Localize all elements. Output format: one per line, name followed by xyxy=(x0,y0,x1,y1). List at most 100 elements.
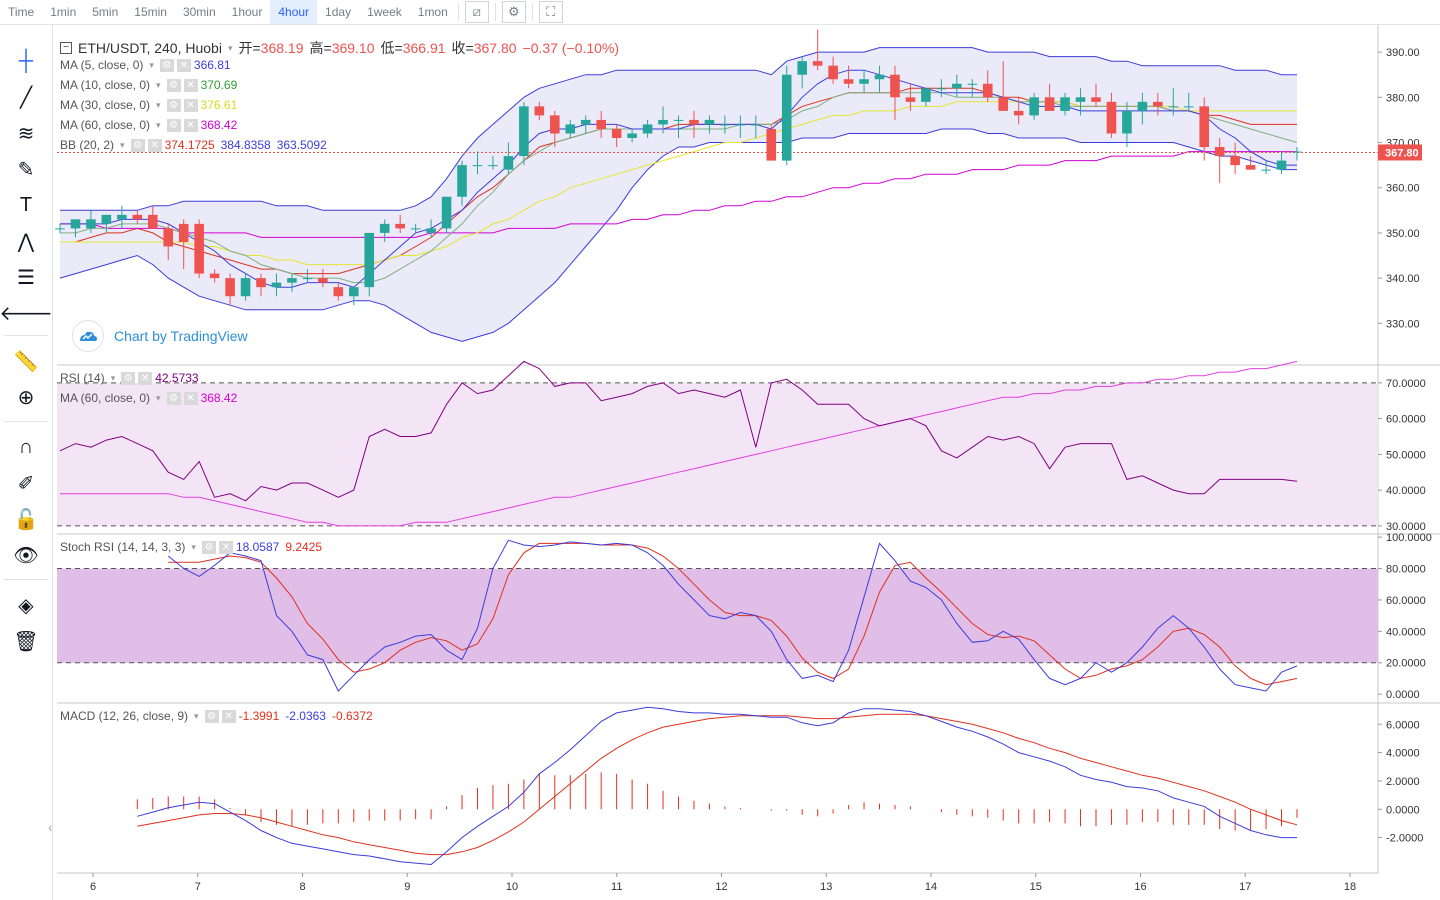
close-icon[interactable]: ✕ xyxy=(138,371,153,385)
settings-icon[interactable]: ⚙ xyxy=(159,58,174,72)
chevron-down-icon[interactable]: ▾ xyxy=(194,710,199,721)
close-icon[interactable]: ✕ xyxy=(147,138,162,152)
candle-body xyxy=(720,124,730,126)
chevron-down-icon[interactable]: ▾ xyxy=(156,99,161,110)
fib-icon[interactable]: ≋ xyxy=(17,122,35,145)
close-icon[interactable]: ✕ xyxy=(183,98,198,112)
back-arrow-icon[interactable]: 🡐 xyxy=(0,302,53,325)
interval-5min[interactable]: 5min xyxy=(92,5,119,19)
indicator-legend[interactable]: MA (30, close, 0) ▾ ⚙ ✕ 376.61 xyxy=(60,98,243,112)
chevron-down-icon[interactable]: ▾ xyxy=(156,119,161,130)
interval-1hour[interactable]: 1hour xyxy=(231,5,263,19)
symbol-name: ETH/USDT, 240, Huobi xyxy=(78,40,222,56)
chevron-down-icon[interactable]: ▾ xyxy=(156,79,161,90)
indicator-legend[interactable]: BB (20, 2) ▾ ⚙ ✕ 374.1725 384.8358 363.5092 xyxy=(60,138,333,152)
time-tick-label: 16 xyxy=(1134,881,1146,893)
chevron-down-icon[interactable]: ▾ xyxy=(120,139,125,150)
indicator-legend[interactable]: MACD (12, 26, close, 9) ▾ ⚙ ✕ -1.3991 -2.0363… xyxy=(60,709,379,723)
eye-icon[interactable]: 👁 xyxy=(13,544,39,567)
trash-icon[interactable]: 🗑 xyxy=(13,630,39,653)
interval-4hour[interactable]: 4hour xyxy=(270,0,318,24)
last-price-label: 367.80 xyxy=(1385,147,1419,159)
indicator-legend[interactable]: MA (60, close, 0) ▾ ⚙ ✕ 368.42 xyxy=(60,391,243,405)
candle-body xyxy=(395,223,405,229)
legend-value: -2.0363 xyxy=(285,709,326,723)
low-value: 366.91 xyxy=(402,40,446,56)
close-icon[interactable]: ✕ xyxy=(221,709,236,723)
indicator-legend[interactable]: RSI (14) ▾ ⚙ ✕ 42.5733 xyxy=(60,371,205,385)
interval-1mon[interactable]: 1mon xyxy=(417,5,448,19)
settings-icon[interactable]: ⚙ xyxy=(166,391,181,405)
legend-name: MA (5, close, 0) xyxy=(60,58,144,72)
price-tick-label: 350.00 xyxy=(1386,228,1420,240)
price-tick-label: 330.00 xyxy=(1386,318,1420,330)
lock-icon[interactable]: 🔓 xyxy=(13,508,39,531)
toolbar-divider xyxy=(4,335,48,336)
chevron-down-icon[interactable]: ▾ xyxy=(110,372,116,383)
close-icon[interactable]: ✕ xyxy=(176,58,191,72)
rsi-ma-line xyxy=(60,360,1298,527)
fullscreen-icon[interactable]: ⛶ xyxy=(538,1,563,23)
chevron-down-icon[interactable]: ▾ xyxy=(191,541,196,552)
lock-drawing-icon[interactable]: ✐ xyxy=(17,472,35,495)
settings-icon[interactable]: ⚙ xyxy=(166,98,181,112)
text-icon[interactable]: T xyxy=(19,193,33,216)
chevron-down-icon[interactable]: ▾ xyxy=(156,392,161,403)
interval-1day[interactable]: 1day xyxy=(325,5,352,19)
legend-name: RSI (14) xyxy=(60,371,105,385)
chevron-down-icon[interactable]: ▾ xyxy=(149,59,154,70)
pattern-icon[interactable]: ⋀ xyxy=(17,230,35,253)
magnet-icon[interactable]: ∩ xyxy=(18,435,34,458)
crosshair-icon[interactable]: ┼ xyxy=(18,49,34,72)
brush-icon[interactable]: ✎ xyxy=(17,158,35,181)
candle-body xyxy=(441,196,452,229)
close-icon[interactable]: ✕ xyxy=(183,391,198,405)
ruler-icon[interactable]: 📏 xyxy=(13,350,39,373)
candle-body xyxy=(967,83,978,85)
legend-name: Stoch RSI (14, 14, 3, 3) xyxy=(60,540,186,554)
settings-icon[interactable]: ⚙ xyxy=(201,540,216,554)
settings-icon[interactable]: ⚙ xyxy=(204,709,219,723)
settings-icon[interactable]: ⚙ xyxy=(121,371,136,385)
close-icon[interactable]: ✕ xyxy=(183,118,198,132)
close-icon[interactable]: ✕ xyxy=(218,540,233,554)
open-label: 开= xyxy=(238,40,261,56)
interval-1min[interactable]: 1min xyxy=(50,5,77,19)
candle-body xyxy=(457,165,467,197)
candle-body xyxy=(1122,110,1132,134)
zoom-in-icon[interactable]: ⊕ xyxy=(17,386,35,409)
indicator-legend[interactable]: Stoch RSI (14, 14, 3, 3) ▾ ⚙ ✕ 18.0587 9.2425 xyxy=(60,540,328,554)
tradingview-watermark[interactable]: Chart by TradingView xyxy=(68,318,252,354)
candle-body xyxy=(658,119,668,125)
high-value: 369.10 xyxy=(331,40,375,56)
bb-upper-line xyxy=(60,47,1297,211)
candle-body xyxy=(1153,101,1163,107)
interval-30min[interactable]: 30min xyxy=(182,5,216,19)
close-icon[interactable]: ✕ xyxy=(183,78,198,92)
interval-1week[interactable]: 1week xyxy=(367,5,402,19)
settings-icon[interactable]: ⚙ xyxy=(166,78,181,92)
candle-body xyxy=(982,83,993,98)
interval-15min[interactable]: 15min xyxy=(134,5,167,19)
macd-tick-label: 4.0000 xyxy=(1386,748,1420,760)
indicator-legend[interactable]: MA (10, close, 0) ▾ ⚙ ✕ 370.69 xyxy=(60,78,243,92)
settings-icon[interactable]: ⚙ xyxy=(166,118,181,132)
candle-body xyxy=(1214,147,1225,157)
interval-time[interactable]: Time xyxy=(8,5,35,19)
candle-body xyxy=(1292,151,1302,153)
time-tick-label: 9 xyxy=(404,881,410,893)
layers-icon[interactable]: ◈ xyxy=(18,594,34,617)
indicator-legend[interactable]: MA (60, close, 0) ▾ ⚙ ✕ 368.42 xyxy=(60,118,243,132)
trend-line-icon[interactable]: ╱ xyxy=(19,86,33,109)
candle-body xyxy=(735,124,746,126)
low-label: 低= xyxy=(380,40,403,56)
prediction-icon[interactable]: ☰ xyxy=(17,266,35,289)
collapse-icon[interactable]: − xyxy=(60,42,72,54)
settings-icon[interactable]: ⚙ xyxy=(501,1,526,23)
chevron-down-icon[interactable]: ▾ xyxy=(227,42,233,53)
settings-icon[interactable]: ⚙ xyxy=(130,138,145,152)
chart-type-icon[interactable]: ⧄ xyxy=(464,1,489,23)
candle-body xyxy=(673,119,684,121)
indicator-legend[interactable]: MA (5, close, 0) ▾ ⚙ ✕ 366.81 xyxy=(60,58,237,72)
